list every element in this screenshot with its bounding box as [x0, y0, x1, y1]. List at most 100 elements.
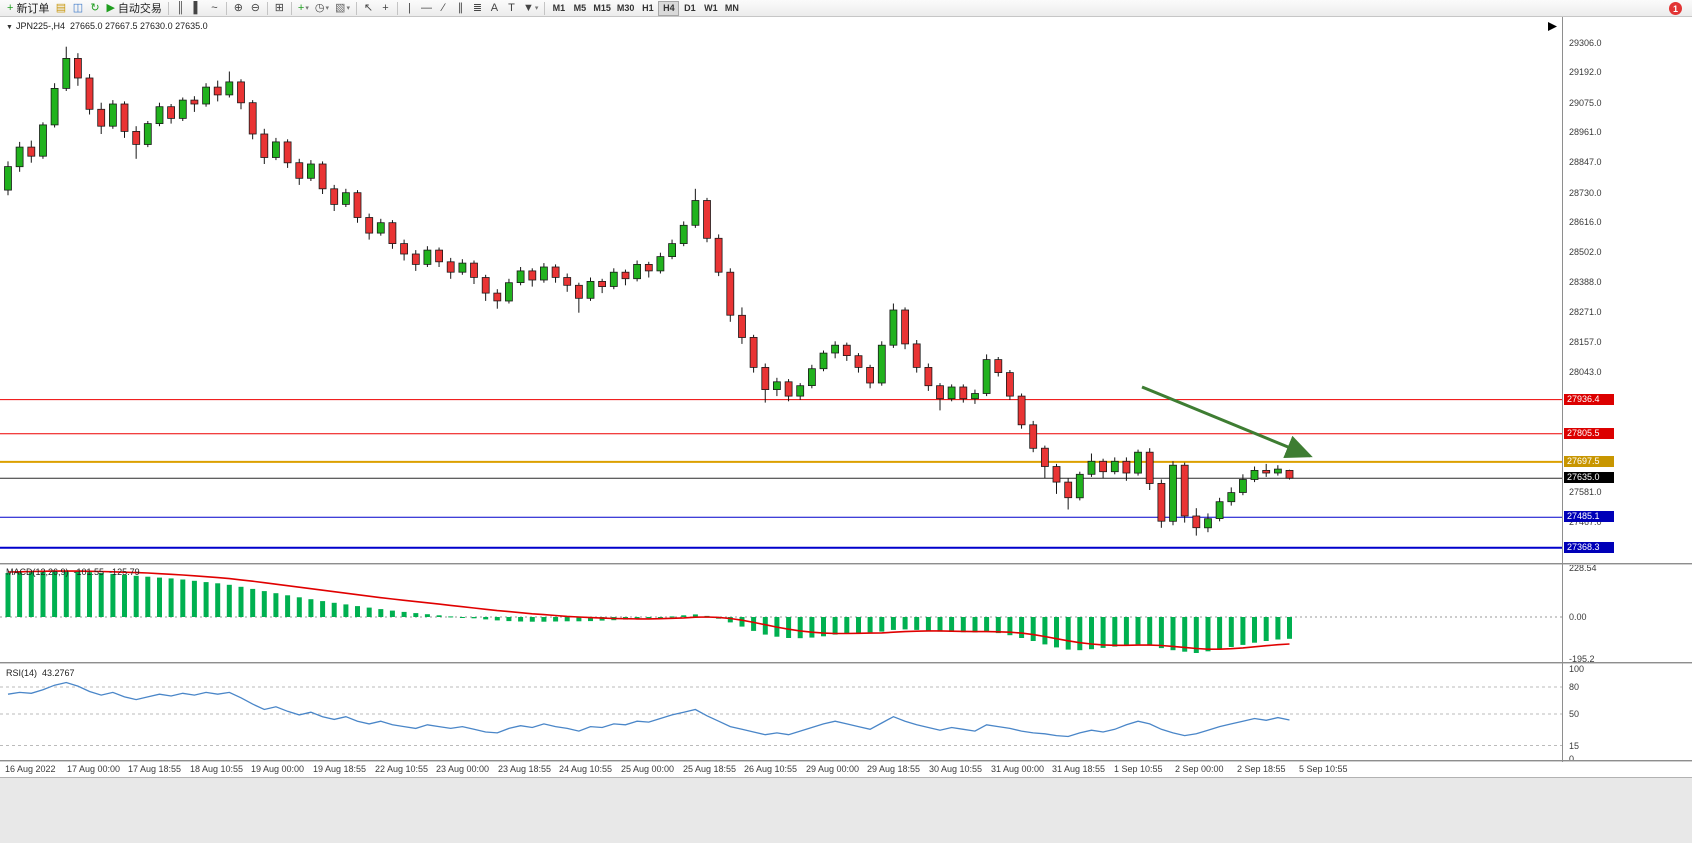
main-toolbar: + 新订单 ▤ ◫ ↻ ▶ 自动交易 ║ ▌ ~ ⊕ ⊖ ⊞ + ▾ ◷ ▾ ▧ ▾ ↖ + | — ∕ ∥ ≣ A T ▼ ▾ M1 M5… — [0, 0, 1692, 17]
bear-candle — [912, 343, 921, 368]
timeframe-button-m30[interactable]: M30 — [616, 3, 635, 13]
time-axis-label: 30 Aug 10:55 — [929, 764, 983, 774]
bear-candle — [784, 381, 793, 397]
bull-candle — [1227, 492, 1236, 503]
price-chart-canvas[interactable] — [0, 18, 1562, 563]
chart-window-button[interactable]: ▤ — [52, 1, 69, 16]
bull-candle — [679, 224, 688, 245]
time-axis-label: 1 Sep 10:55 — [1114, 764, 1163, 774]
bear-candle — [842, 344, 851, 357]
bull-candle — [62, 58, 71, 89]
price-axis[interactable]: 29306.0 29192.0 29075.0 28961.0 28847.0 28730… — [1563, 17, 1692, 777]
price-badge-27697.5: 27697.5 — [1564, 456, 1614, 467]
new-order-button[interactable]: + 新订单 — [4, 1, 52, 16]
rsi-axis-label: 0 — [1569, 754, 1575, 764]
macd-histogram-bar — [914, 617, 920, 630]
bear-candle — [318, 163, 327, 190]
label-button[interactable]: T — [503, 1, 520, 16]
notification-badge[interactable]: 1 — [1669, 2, 1682, 15]
macd-histogram-bar — [925, 617, 931, 631]
timeframe-button-d1[interactable]: D1 — [684, 3, 696, 13]
bear-candle — [411, 253, 420, 265]
macd-histogram-bar — [133, 575, 139, 617]
macd-histogram-bar — [529, 617, 535, 622]
bull-candle — [15, 146, 24, 168]
horizontal-line-button[interactable]: — — [418, 1, 435, 16]
candlestick-type-button[interactable]: ▌ — [189, 1, 206, 16]
macd-histogram-bar — [995, 617, 1001, 634]
trendline-button[interactable]: ∕ — [435, 1, 452, 16]
trend-arrow-annotation[interactable] — [1141, 385, 1313, 458]
panel-separator[interactable] — [0, 760, 1692, 762]
macd-histogram-bar — [250, 588, 256, 617]
fibonacci-button[interactable]: ≣ — [469, 1, 486, 16]
panel-separator[interactable] — [0, 662, 1692, 664]
bull-candle — [516, 270, 525, 283]
macd-histogram-bar — [867, 617, 873, 633]
macd-histogram-bar — [844, 617, 850, 634]
time-axis[interactable]: 16 Aug 2022 17 Aug 00:00 17 Aug 18:55 18 Au… — [0, 762, 1562, 777]
bear-candle — [446, 261, 455, 273]
macd-histogram-bar — [296, 597, 302, 617]
macd-histogram-bar — [98, 573, 104, 617]
time-axis-label: 17 Aug 18:55 — [128, 764, 182, 774]
timeframe-button-h4[interactable]: H4 — [658, 0, 680, 16]
refresh-button[interactable]: ↻ — [86, 1, 103, 16]
text-button[interactable]: A — [486, 1, 503, 16]
macd-histogram-bar — [1275, 617, 1281, 640]
arrows-button[interactable]: ▼ ▾ — [520, 1, 541, 16]
macd-histogram-bar — [1135, 617, 1141, 645]
macd-histogram-bar — [1007, 617, 1013, 636]
vertical-line-button[interactable]: | — [401, 1, 418, 16]
market-depth-button[interactable]: ◫ — [69, 1, 86, 16]
crosshair-button[interactable]: + — [377, 1, 394, 16]
rsi-indicator-canvas[interactable] — [0, 665, 1562, 760]
macd-histogram-bar — [762, 617, 768, 635]
macd-indicator-canvas[interactable] — [0, 565, 1562, 662]
template-button[interactable]: ▧ ▾ — [332, 1, 353, 16]
autotrading-button[interactable]: ▶ 自动交易 — [103, 1, 164, 16]
timeframe-button-w1[interactable]: W1 — [704, 3, 718, 13]
panel-separator[interactable] — [0, 563, 1692, 565]
macd-histogram-bar — [285, 595, 291, 617]
timeframe-button-m1[interactable]: M1 — [552, 3, 566, 13]
timeframe-button-m15[interactable]: M15 — [593, 3, 611, 13]
zoom-in-button[interactable]: ⊕ — [230, 1, 247, 16]
timeframe-button-mn[interactable]: MN — [724, 3, 739, 13]
bear-candle — [1180, 464, 1189, 517]
cursor-button[interactable]: ↖ — [360, 1, 377, 16]
macd-histogram-bar — [343, 604, 349, 617]
bear-candle — [598, 280, 606, 287]
indicators-button[interactable]: + ▾ — [295, 1, 312, 16]
bull-candle — [341, 192, 350, 205]
bear-candle — [703, 200, 711, 239]
price-axis-label: 28271.0 — [1569, 307, 1602, 317]
macd-histogram-bar — [110, 573, 116, 617]
autotrading-button-label: 自动交易 — [117, 3, 162, 15]
bear-candle — [528, 270, 537, 281]
timeframe-button-m5[interactable]: M5 — [573, 3, 587, 13]
chart-shift-marker[interactable] — [1548, 22, 1557, 31]
chart-collapse-icon[interactable]: ▼ — [6, 24, 13, 31]
time-axis-label: 2 Sep 18:55 — [1237, 764, 1286, 774]
macd-histogram-bar — [1030, 617, 1036, 641]
bull-candle — [889, 309, 898, 346]
channel-button[interactable]: ∥ — [452, 1, 469, 16]
tile-windows-button[interactable]: ⊞ — [271, 1, 288, 16]
bull-candle — [39, 124, 47, 157]
bar-chart-type-button[interactable]: ║ — [172, 1, 189, 16]
macd-histogram-bar — [727, 617, 733, 623]
bear-candle — [761, 366, 770, 390]
zoom-out-button[interactable]: ⊖ — [247, 1, 264, 16]
bear-candle — [959, 386, 968, 400]
macd-histogram-bar — [401, 611, 407, 617]
line-chart-type-button[interactable]: ~ — [206, 1, 223, 16]
macd-histogram-bar — [984, 617, 990, 632]
bear-candle — [1064, 481, 1073, 499]
timeframe-button-h1[interactable]: H1 — [642, 3, 654, 13]
macd-histogram-bar — [1217, 617, 1223, 650]
periods-button[interactable]: ◷ ▾ — [312, 1, 332, 16]
macd-histogram-bar — [157, 577, 162, 617]
macd-histogram-bar — [856, 617, 861, 633]
price-axis-label: 28502.0 — [1569, 247, 1602, 257]
